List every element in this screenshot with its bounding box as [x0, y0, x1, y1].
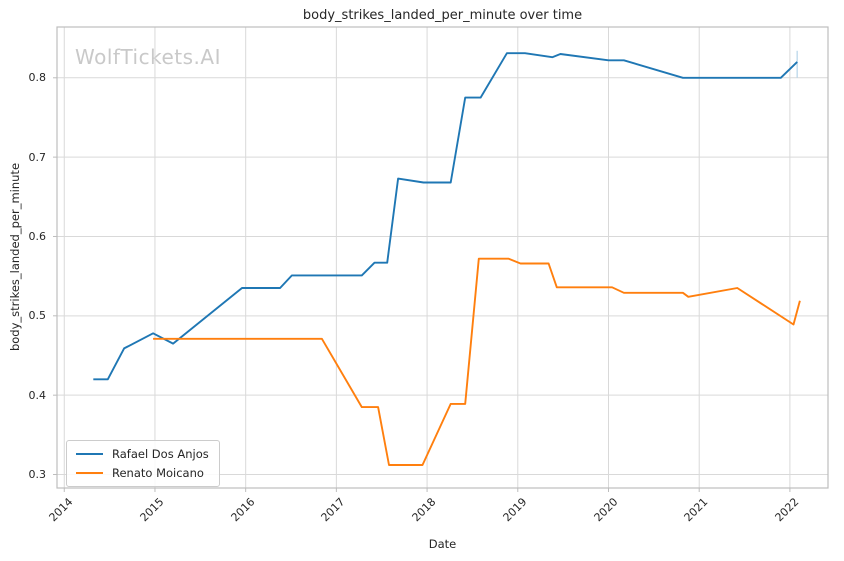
y-tick-label: 0.8 — [28, 71, 47, 85]
legend-item: Renato Moicano — [76, 466, 209, 480]
y-axis-label: body_strikes_landed_per_minute — [8, 162, 22, 352]
y-tick-label: 0.4 — [28, 388, 47, 402]
legend-item: Rafael Dos Anjos — [76, 447, 209, 461]
chart-title: body_strikes_landed_per_minute over time — [302, 8, 583, 23]
legend-label: Renato Moicano — [112, 466, 204, 480]
y-tick-label: 0.7 — [28, 150, 47, 164]
x-axis-label: Date — [428, 537, 457, 551]
legend-box: Rafael Dos Anjos Renato Moicano — [66, 440, 220, 487]
legend-line-swatch — [76, 453, 103, 455]
watermark-text: WolfTickets.AI — [75, 45, 221, 69]
plot-border — [56, 26, 829, 489]
legend-line-swatch — [76, 472, 103, 474]
y-tick-label: 0.5 — [28, 309, 47, 323]
legend-label: Rafael Dos Anjos — [112, 447, 209, 461]
y-tick-label: 0.6 — [28, 229, 47, 243]
y-tick-label: 0.3 — [28, 468, 47, 481]
series-line-renato-moicano — [153, 257, 801, 466]
series-line-rafael-dos-anjos — [93, 52, 798, 381]
